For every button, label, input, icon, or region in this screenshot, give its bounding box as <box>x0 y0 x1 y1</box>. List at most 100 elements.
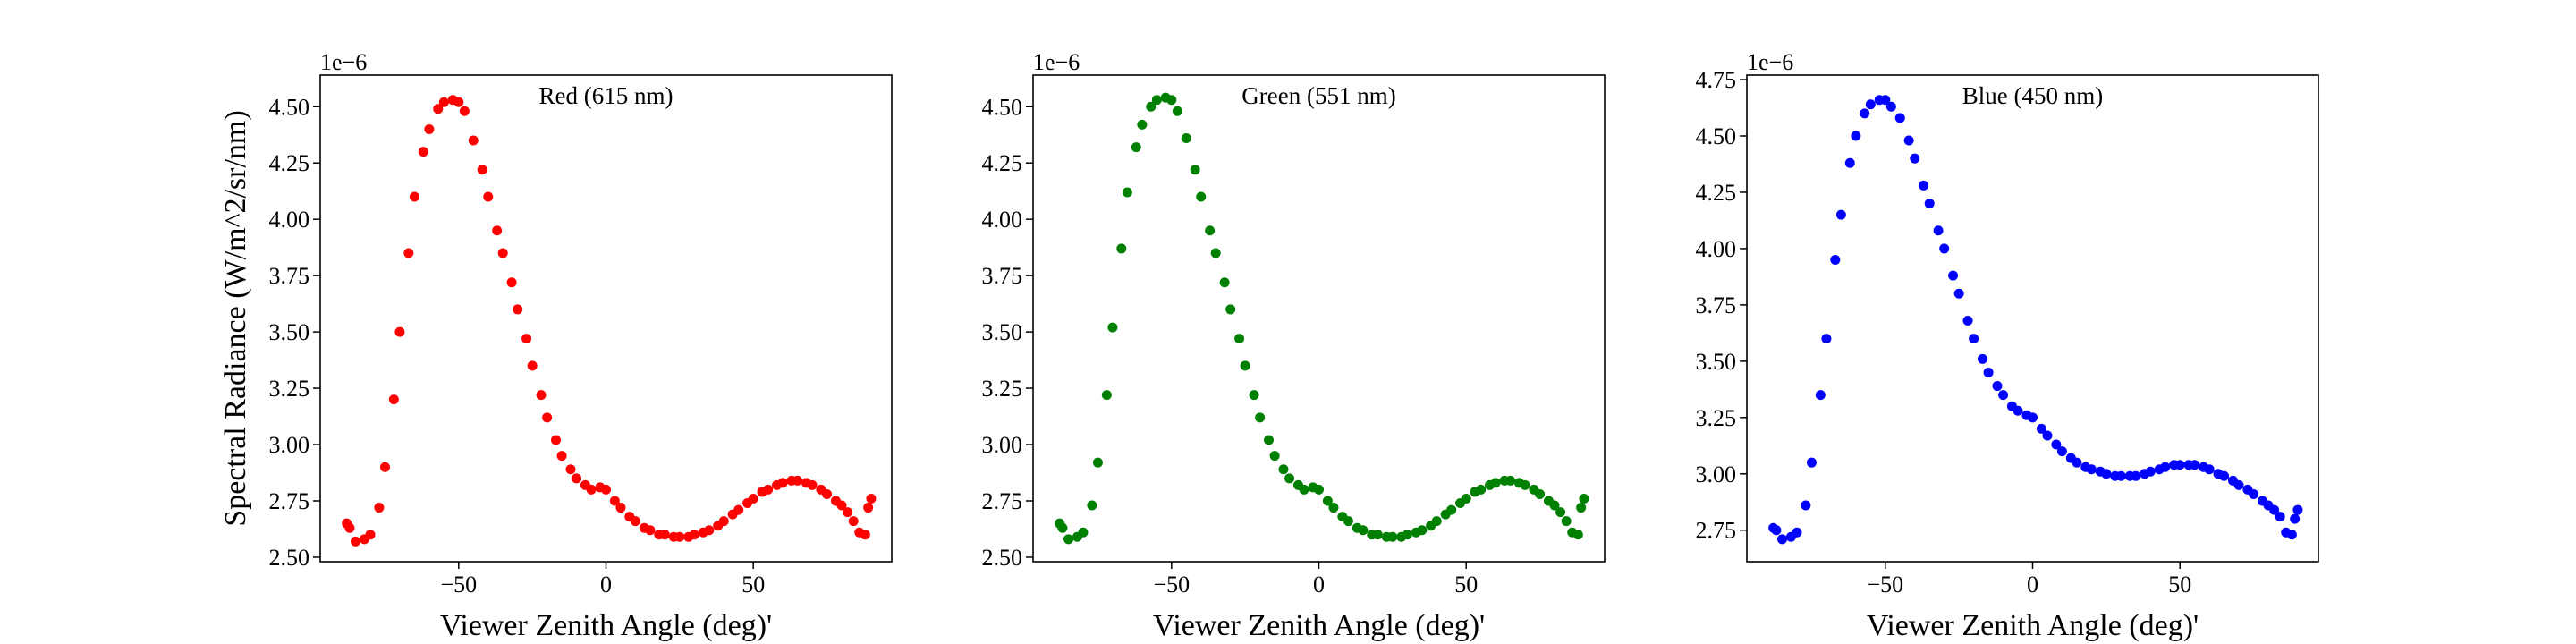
point <box>777 478 788 488</box>
point <box>674 531 685 542</box>
point <box>1166 95 1177 106</box>
point <box>748 493 758 504</box>
point <box>792 475 803 486</box>
point <box>1844 157 1855 168</box>
point <box>1490 478 1501 488</box>
point <box>497 248 508 258</box>
point <box>379 462 390 472</box>
point <box>1821 334 1832 344</box>
point <box>1387 531 1398 542</box>
point <box>733 504 744 515</box>
point <box>2086 464 2097 475</box>
x-tick-label: −50 <box>1867 572 1903 597</box>
offset-text: 1e−6 <box>1747 49 1793 75</box>
point <box>1101 390 1112 401</box>
point <box>2115 470 2126 481</box>
point <box>1278 464 1289 475</box>
point <box>1137 119 1148 130</box>
y-tick-label: 3.25 <box>1696 405 1737 431</box>
point <box>807 479 818 490</box>
x-axis-label: Viewer Zenith Angle (deg)' <box>440 609 772 642</box>
point <box>1962 316 1973 326</box>
point <box>615 503 626 513</box>
y-tick-label: 2.75 <box>1696 518 1737 544</box>
point <box>1172 106 1182 116</box>
point <box>365 530 376 540</box>
point <box>1572 530 1583 540</box>
point <box>1579 493 1589 504</box>
point <box>586 484 597 495</box>
point <box>1992 381 2003 392</box>
point <box>1983 367 1994 377</box>
point <box>1894 113 1905 123</box>
point <box>409 191 419 202</box>
point <box>1865 99 1876 110</box>
point <box>521 334 532 344</box>
point <box>572 473 582 484</box>
y-tick-label: 3.75 <box>982 263 1023 289</box>
x-axis-label: Viewer Zenith Angle (deg)' <box>1153 609 1485 642</box>
x-tick-label: 0 <box>2027 572 2038 597</box>
point <box>2145 466 2156 477</box>
point <box>527 360 538 371</box>
y-tick-label: 3.00 <box>269 432 310 458</box>
point <box>506 277 517 288</box>
point <box>1885 101 1896 112</box>
y-tick-label: 4.75 <box>1696 67 1737 93</box>
point <box>2051 439 2062 450</box>
point <box>2101 469 2112 479</box>
point <box>645 525 656 536</box>
point <box>1322 496 1333 506</box>
point <box>1234 334 1245 344</box>
point <box>1520 479 1530 490</box>
point <box>551 435 562 445</box>
point <box>468 135 479 146</box>
point <box>1880 95 1891 106</box>
point <box>2204 464 2215 475</box>
x-tick-label: 50 <box>1454 572 1478 597</box>
point <box>2292 504 2303 515</box>
point <box>513 304 523 315</box>
point <box>1249 390 1259 401</box>
y-tick-label: 3.75 <box>269 263 310 289</box>
point <box>689 530 699 540</box>
point <box>1284 473 1295 484</box>
point <box>2219 470 2230 481</box>
point <box>565 464 576 475</box>
x-axis-label: Viewer Zenith Angle (deg)' <box>1867 609 2199 642</box>
point <box>433 104 444 114</box>
point <box>1969 334 1979 344</box>
point <box>1835 209 1846 220</box>
point <box>1402 530 1412 540</box>
point <box>1417 525 1428 536</box>
point <box>1792 527 1802 538</box>
point <box>459 106 470 116</box>
point <box>1953 288 1964 299</box>
point <box>2275 512 2285 522</box>
point <box>1057 522 1068 533</box>
point <box>2174 460 2185 470</box>
point <box>1860 108 1870 119</box>
point <box>2233 479 2244 490</box>
y-tick-label: 4.25 <box>1696 180 1737 206</box>
point <box>1264 435 1275 445</box>
y-tick-label: 2.50 <box>982 545 1023 571</box>
y-tick-label: 3.00 <box>1696 462 1737 487</box>
point <box>492 225 503 236</box>
point <box>2160 462 2171 472</box>
point <box>866 493 877 504</box>
y-tick-label: 4.00 <box>982 207 1023 233</box>
point <box>1358 525 1368 536</box>
point <box>1771 525 1782 536</box>
y-tick-label: 4.00 <box>269 207 310 233</box>
point <box>1561 516 1572 527</box>
point <box>2190 460 2200 470</box>
point <box>2286 530 2297 540</box>
point <box>542 412 553 423</box>
axes-frame <box>1746 74 2319 563</box>
y-axis-label: Spectral Radiance (W/m^2/sr/nm) <box>219 110 252 526</box>
point <box>1210 248 1221 258</box>
point <box>2042 430 2053 441</box>
y-tick-label: 4.50 <box>1696 123 1737 149</box>
